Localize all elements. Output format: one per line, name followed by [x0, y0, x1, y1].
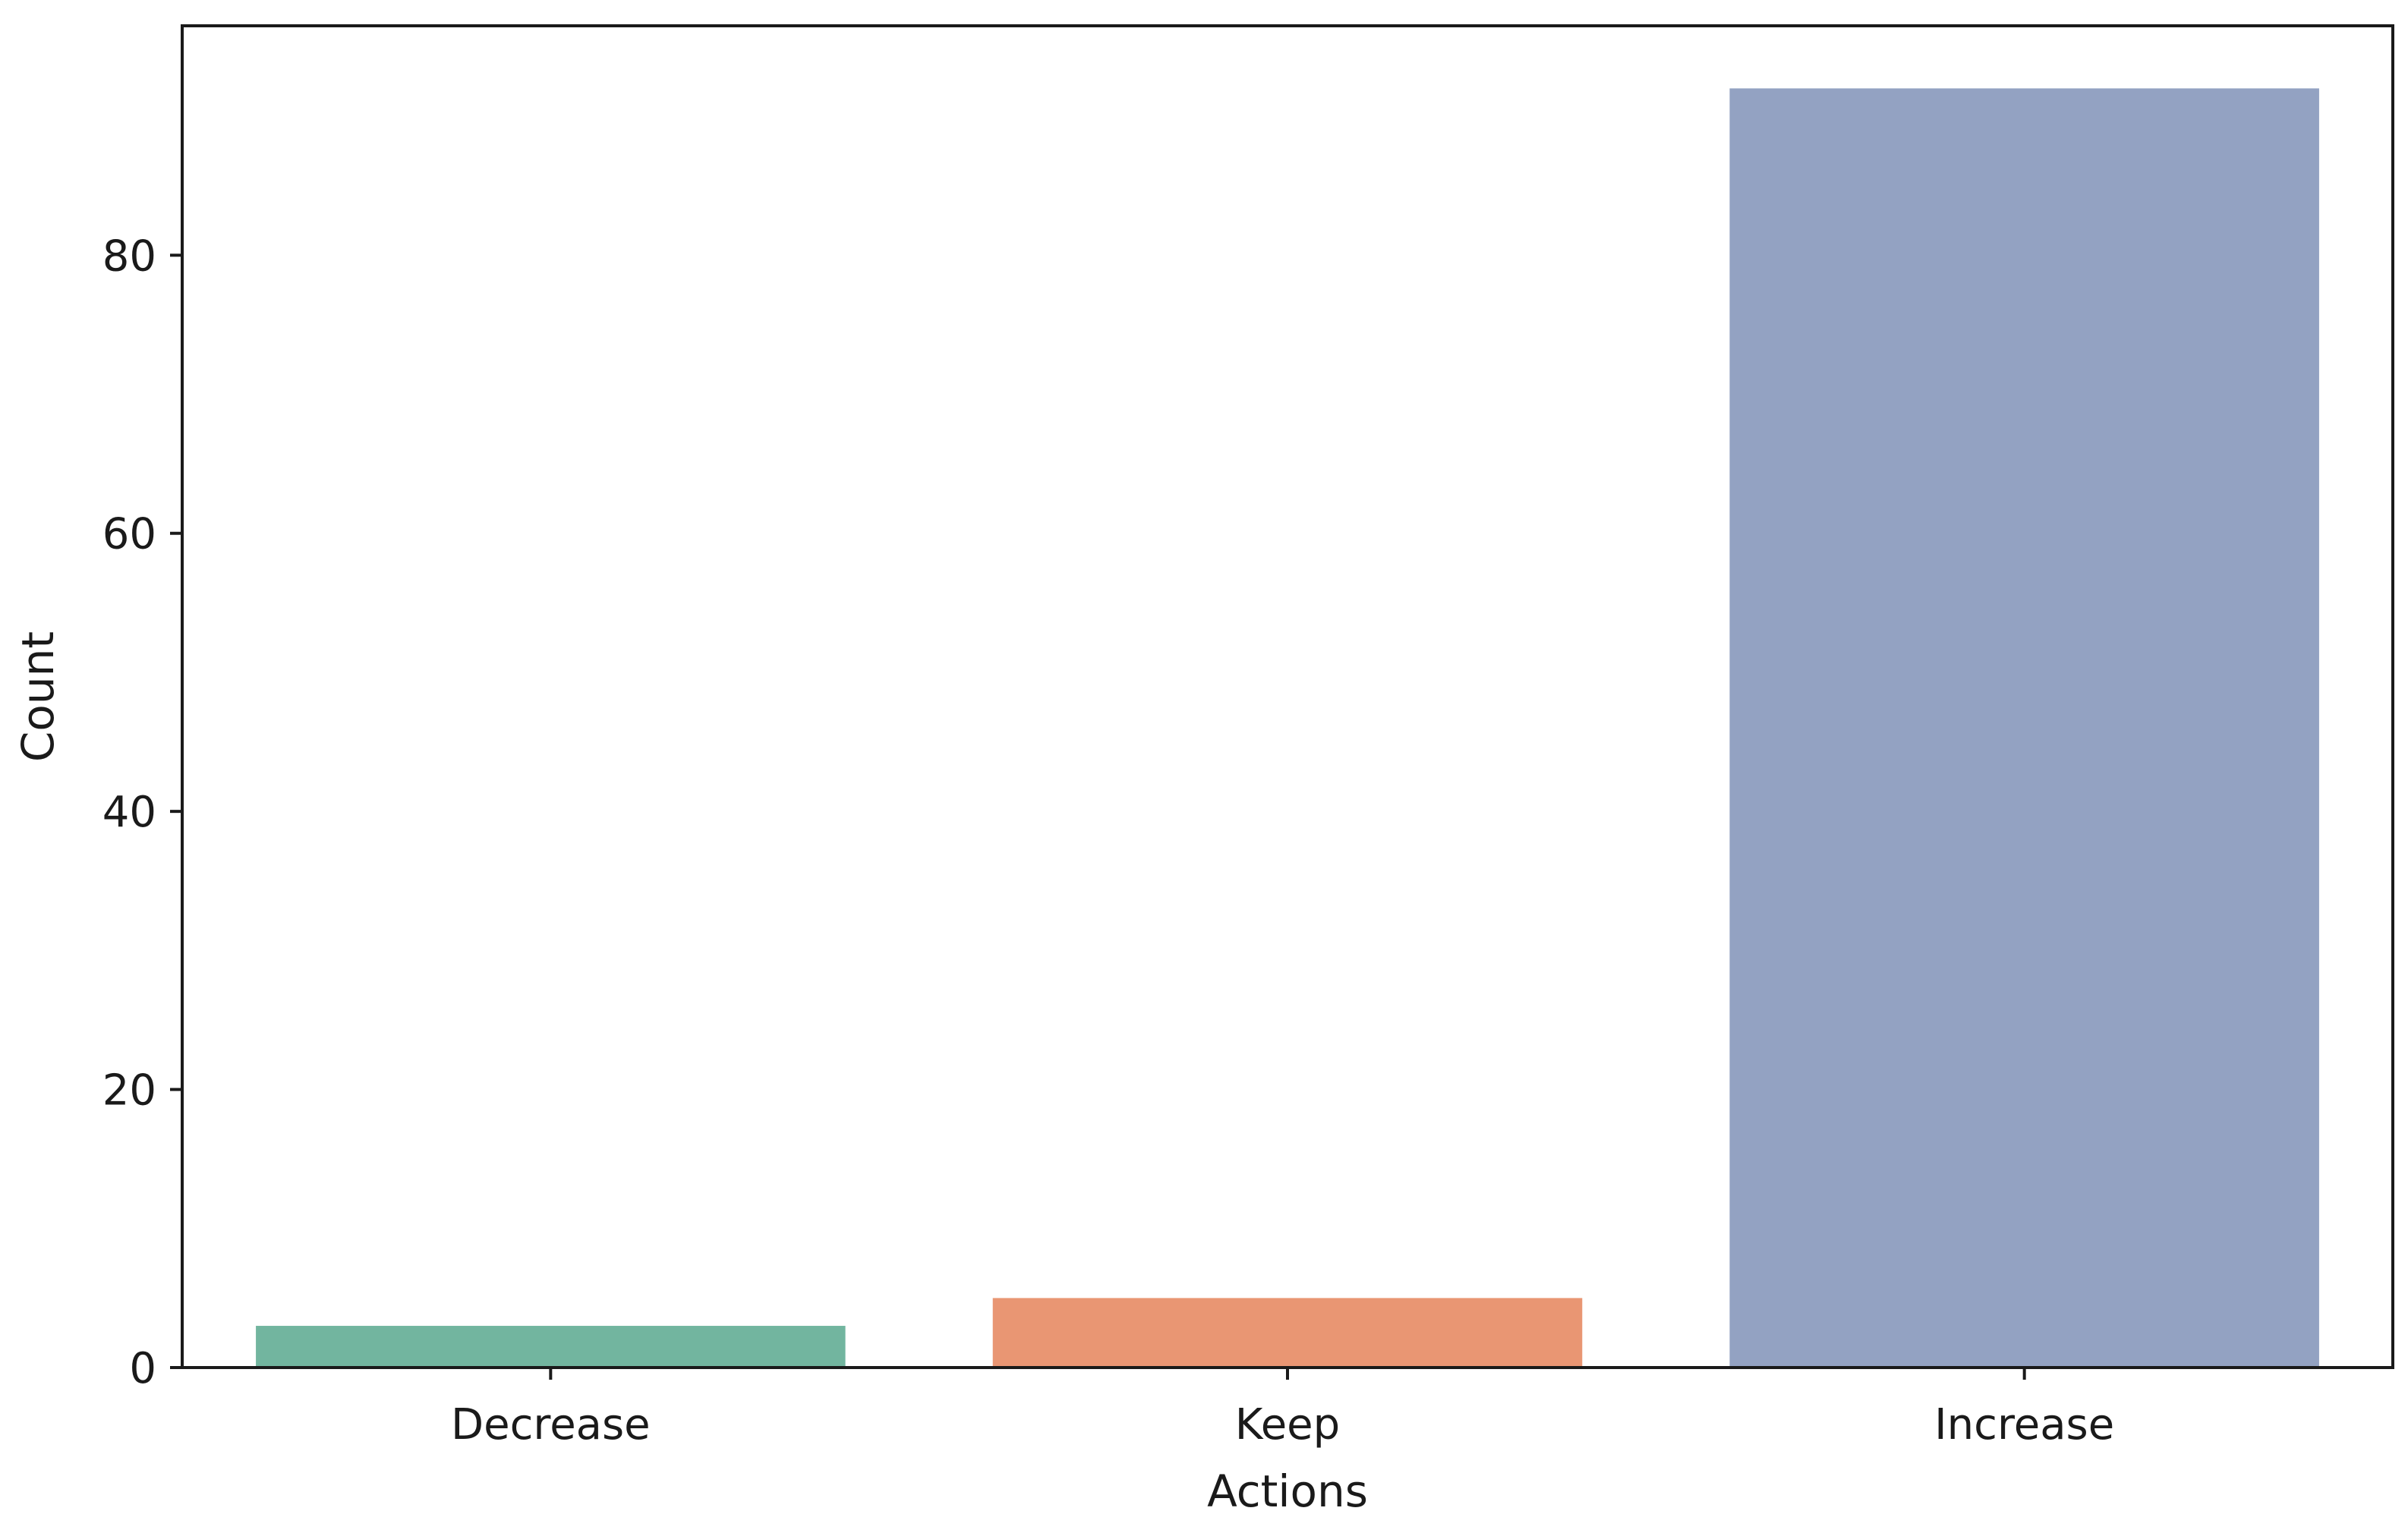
y-tick-label: 20 — [102, 1066, 156, 1116]
x-tick-label: Increase — [1934, 1400, 2114, 1450]
bar-keep — [992, 1298, 1583, 1368]
y-tick-label: 40 — [102, 788, 156, 837]
x-tick-label: Decrease — [451, 1400, 651, 1450]
y-axis-ticks: 0 20 40 60 80 — [102, 231, 182, 1393]
bar-decrease — [256, 1326, 846, 1368]
x-axis-label: Actions — [1207, 1465, 1368, 1517]
bar-increase — [1729, 88, 2319, 1368]
y-tick-label: 0 — [129, 1344, 156, 1393]
y-tick-label: 60 — [102, 510, 156, 559]
bars-layer — [256, 88, 2319, 1368]
plot-frame — [181, 24, 2394, 1369]
y-axis-label: Count — [12, 631, 64, 762]
x-axis-ticks: Decrease Keep Increase — [451, 1368, 2114, 1450]
x-tick-label: Keep — [1235, 1400, 1340, 1450]
y-tick-label: 80 — [102, 231, 156, 281]
